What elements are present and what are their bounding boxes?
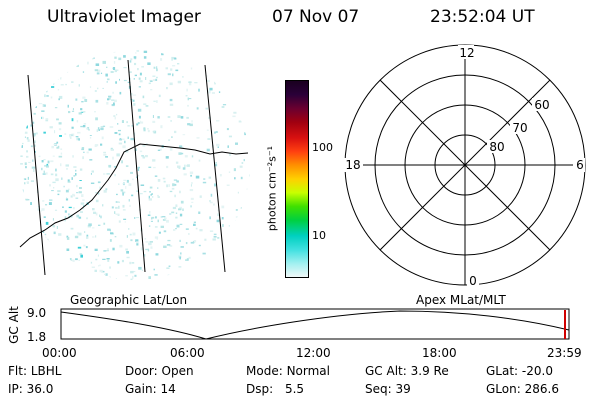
info-glat: GLat: -20.0 — [486, 364, 553, 378]
info-seq: Seq: 39 — [365, 382, 411, 396]
timeline-xtick-2359: 23:59 — [547, 346, 582, 360]
longitude-line — [204, 64, 226, 273]
mlat-label-70: 70 — [512, 121, 527, 135]
info-dsp: Dsp: 5.5 — [246, 382, 305, 396]
timeline-xtick-1800: 18:00 — [422, 346, 457, 360]
mlt-label-6: 6 — [576, 158, 584, 172]
timeline-frame — [60, 308, 570, 340]
colorbar-tick-100: 100 — [312, 141, 333, 154]
altitude-curve — [60, 310, 570, 340]
timeline-xtick-0000: 00:00 — [42, 346, 77, 360]
latitude-line — [19, 143, 249, 248]
info-ip: IP: 36.0 — [8, 382, 54, 396]
auroral-emission-speckles — [20, 50, 250, 280]
apex-caption: Apex MLat/MLT — [416, 293, 506, 307]
date-label: 07 Nov 07 — [272, 7, 360, 27]
mlt-label-12: 12 — [459, 46, 474, 60]
polar-diagonal — [379, 79, 551, 251]
altitude-timeline-plot — [60, 308, 570, 340]
colorbar-gradient — [286, 81, 308, 277]
colorbar — [285, 80, 309, 278]
timeline-ylabel: GC Alt — [7, 306, 21, 344]
info-gain: Gain: 14 — [125, 382, 176, 396]
timeline-xtick-0600: 06:00 — [170, 346, 205, 360]
longitude-line — [27, 74, 46, 276]
mlat-label-60: 60 — [534, 98, 549, 112]
timeline-ytick-bottom: 1.8 — [27, 330, 47, 344]
time-label: 23:52:04 UT — [430, 7, 535, 27]
info-glon: GLon: 286.6 — [486, 382, 559, 396]
geographic-caption: Geographic Lat/Lon — [70, 293, 188, 307]
mlt-label-0: 0 — [469, 274, 477, 288]
colorbar-tick-10: 10 — [312, 229, 326, 242]
geographic-image-panel — [19, 50, 250, 280]
mlt-label-18: 18 — [345, 158, 360, 172]
app-title: Ultraviolet Imager — [47, 7, 201, 27]
info-filter: Flt: LBHL — [8, 364, 62, 378]
info-gc-alt: GC Alt: 3.9 Re — [365, 364, 449, 378]
mlat-label-80: 80 — [489, 140, 504, 154]
longitude-line — [127, 59, 146, 273]
polar-plot: 12 18 6 0 60 70 80 — [343, 44, 586, 288]
timeline-ytick-top: 9.0 — [27, 306, 47, 320]
colorbar-axis-label: photon cm⁻²s⁻¹ — [265, 145, 279, 232]
info-door: Door: Open — [125, 364, 194, 378]
info-mode: Mode: Normal — [246, 364, 330, 378]
timeline-xtick-1200: 12:00 — [296, 346, 331, 360]
